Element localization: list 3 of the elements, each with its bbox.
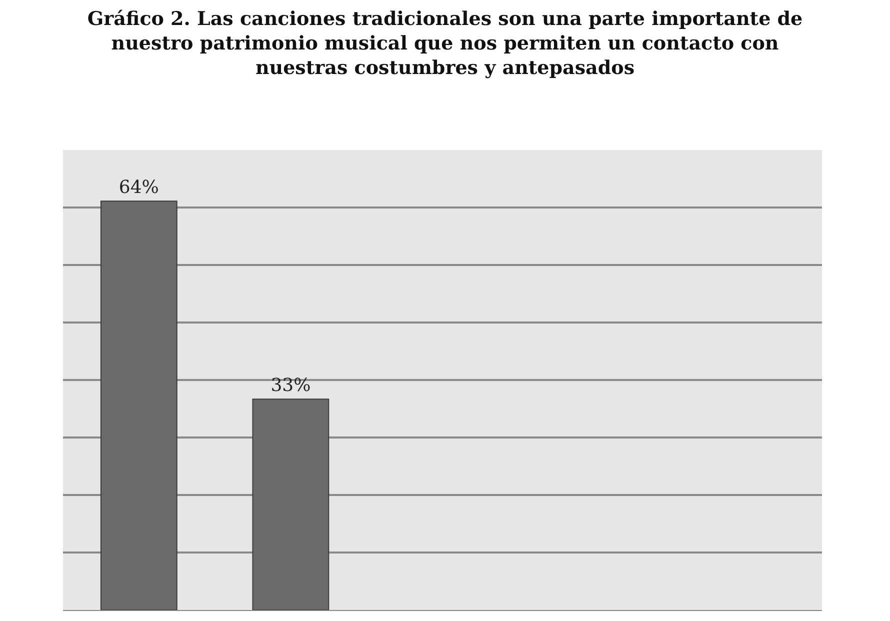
text: Gráfico 2. Las canciones tradicionales son una parte importante de nuestro patrimonio musical que nos permiten un contacto con nuestras costumbres y antepasados [87, 8, 803, 80]
data-label: 33% [270, 375, 311, 396]
data-label: 64% [118, 177, 159, 198]
